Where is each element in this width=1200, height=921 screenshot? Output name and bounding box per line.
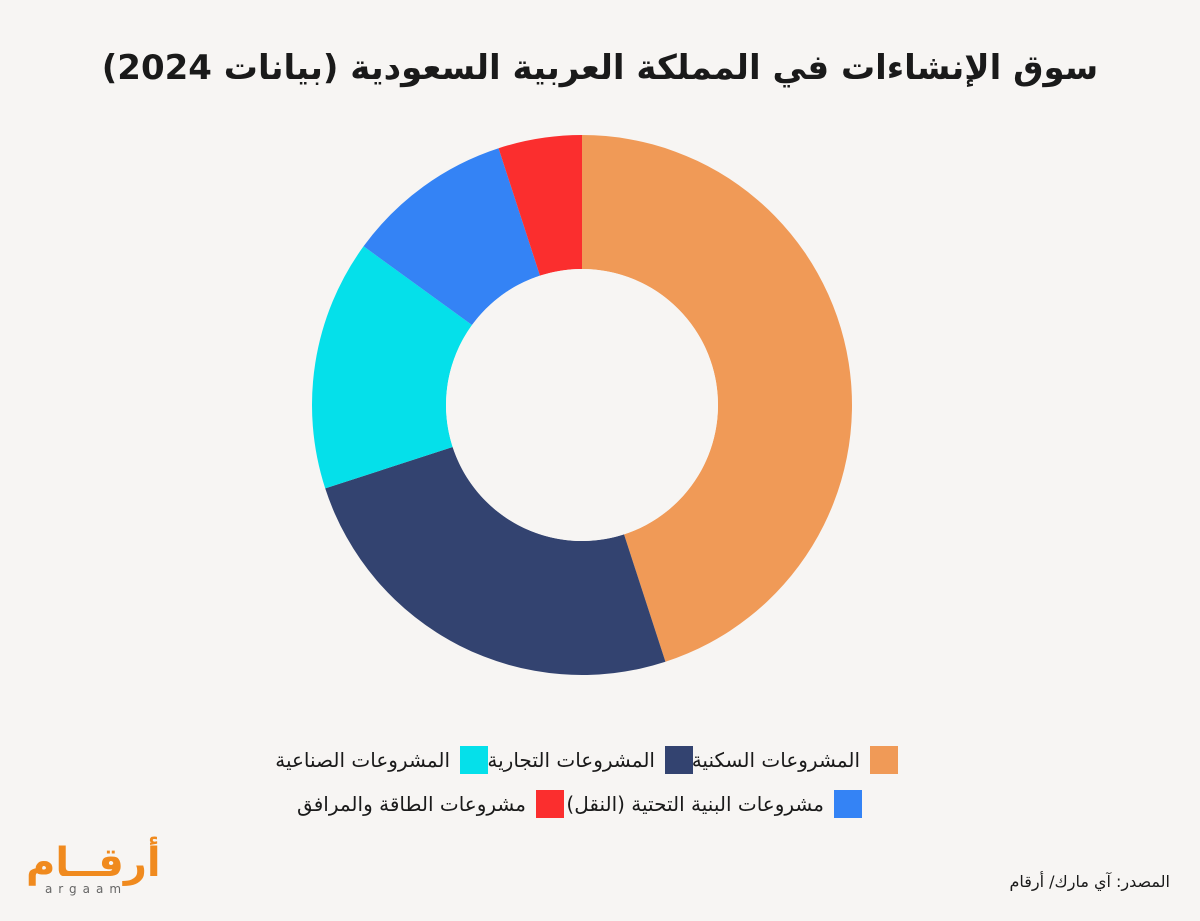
legend-label-energy: مشروعات الطاقة والمرافق	[297, 792, 526, 816]
legend-item-residential: المشروعات السكنية	[692, 746, 898, 774]
argaam-logo: أرقــام argaam	[26, 840, 161, 900]
logo-arabic: أرقــام	[26, 840, 161, 886]
legend-item-industrial: المشروعات الصناعية	[275, 746, 488, 774]
source-note: المصدر: آي مارك/ أرقام	[1009, 872, 1170, 891]
legend-swatch-industrial	[460, 746, 488, 774]
legend-item-commercial: المشروعات التجارية	[487, 746, 693, 774]
legend-swatch-energy	[536, 790, 564, 818]
chart-title: سوق الإنشاءات في المملكة العربية السعودي…	[101, 48, 1099, 88]
legend-label-commercial: المشروعات التجارية	[487, 748, 655, 772]
donut-slice-1	[582, 135, 852, 662]
legend-label-industrial: المشروعات الصناعية	[275, 748, 450, 772]
legend-item-infrastructure: مشروعات البنية التحتية (النقل)	[566, 790, 862, 818]
legend-swatch-residential	[870, 746, 898, 774]
legend-label-infrastructure: مشروعات البنية التحتية (النقل)	[566, 792, 824, 816]
legend-swatch-commercial	[665, 746, 693, 774]
legend-label-residential: المشروعات السكنية	[691, 748, 860, 772]
donut-slice-4	[363, 148, 540, 326]
donut-hole	[446, 269, 718, 541]
logo-latin: argaam	[44, 882, 128, 896]
donut-slice-3	[311, 246, 472, 489]
legend-swatch-infrastructure	[834, 790, 862, 818]
legend-item-energy: مشروعات الطاقة والمرافق	[297, 790, 564, 818]
donut-slice-2	[325, 447, 666, 675]
donut-slice-5	[498, 135, 582, 276]
